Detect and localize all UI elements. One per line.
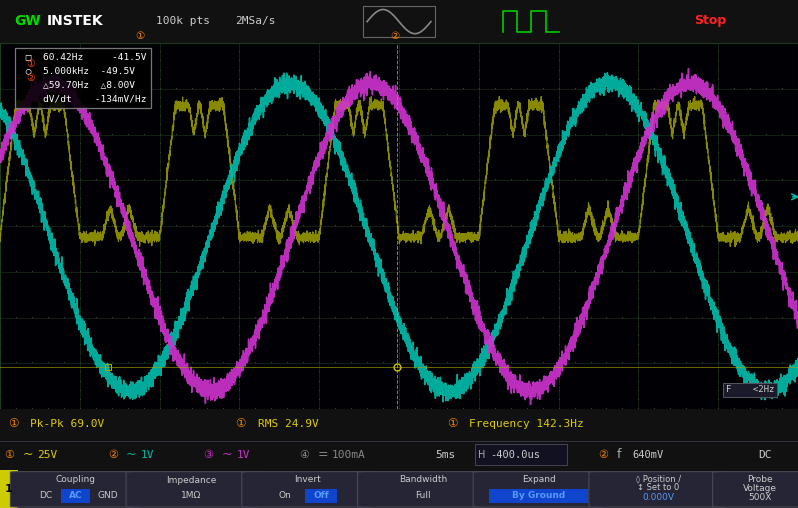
Text: 25V: 25V [37,450,57,460]
FancyBboxPatch shape [713,471,798,507]
Text: 1V: 1V [236,450,250,460]
Text: ~: ~ [22,448,33,461]
Text: Coupling: Coupling [56,474,96,484]
Text: 0.000V: 0.000V [642,493,674,502]
Text: INSTEK: INSTEK [46,14,103,28]
Text: ②: ② [598,450,609,460]
Text: Off: Off [314,491,330,500]
Text: f: f [617,448,622,461]
Text: ①: ① [235,417,246,430]
Text: ③: ③ [203,450,214,460]
Text: 100mA: 100mA [332,450,365,460]
Text: H: H [478,450,485,460]
Text: AC: AC [69,491,83,500]
Text: ~: ~ [222,448,232,461]
Text: ②: ② [26,73,35,83]
Text: ↕ Set to 0: ↕ Set to 0 [638,483,679,492]
Text: -400.0us: -400.0us [490,450,540,460]
Bar [475,444,567,465]
Text: ◊ Position /: ◊ Position / [636,474,681,483]
Text: Probe: Probe [747,474,773,484]
Text: ②: ② [390,31,400,41]
FancyBboxPatch shape [589,471,728,507]
Text: Pk-Pk 69.0V: Pk-Pk 69.0V [30,419,105,429]
Text: Expand: Expand [522,474,555,484]
Text: Impedance: Impedance [166,476,217,485]
Bar [489,489,588,503]
Text: GND: GND [97,491,118,500]
FancyBboxPatch shape [473,471,604,507]
Text: ~: ~ [126,448,136,461]
FancyBboxPatch shape [242,471,373,507]
Text: 1MΩ: 1MΩ [181,491,202,500]
FancyBboxPatch shape [126,471,257,507]
Text: Full: Full [415,491,431,500]
Text: Frequency 142.3Hz: Frequency 142.3Hz [469,419,584,429]
Text: Bandwidth: Bandwidth [399,474,447,484]
Text: DC: DC [758,450,772,460]
Text: ②: ② [108,450,118,460]
Bar [305,489,337,503]
Text: 1: 1 [5,484,13,494]
Text: ①: ① [447,417,457,430]
Text: F    <2Hz: F <2Hz [726,386,775,395]
Text: 100k pts: 100k pts [156,16,210,26]
Text: DC: DC [39,491,52,500]
Bar [363,7,435,37]
Text: ④: ④ [299,450,310,460]
Text: 5ms: 5ms [435,450,455,460]
Text: 1V: 1V [140,450,154,460]
Text: 500X: 500X [749,493,772,502]
Text: =: = [318,448,328,461]
Text: ①: ① [4,450,14,460]
Text: □  60.42Hz     -41.5V
 ○  5.000kHz  -49.5V
    △59.70Hz  △8.00V
    dV/dt    -13: □ 60.42Hz -41.5V ○ 5.000kHz -49.5V △59.7… [20,52,147,103]
Text: Invert: Invert [294,474,321,484]
Text: ①: ① [8,417,18,430]
FancyBboxPatch shape [10,471,141,507]
Text: RMS 24.9V: RMS 24.9V [258,419,318,429]
Bar [61,489,90,503]
Text: Voltage: Voltage [743,484,777,493]
Text: On: On [279,491,291,500]
Text: GW: GW [14,14,41,28]
Text: 640mV: 640mV [632,450,663,460]
Text: Stop: Stop [694,14,726,27]
Bar [0,470,18,508]
FancyBboxPatch shape [358,471,488,507]
Text: ①: ① [135,31,144,41]
Text: 2MSa/s: 2MSa/s [235,16,276,26]
Text: ①: ① [26,59,35,69]
Text: By Ground: By Ground [512,491,565,500]
